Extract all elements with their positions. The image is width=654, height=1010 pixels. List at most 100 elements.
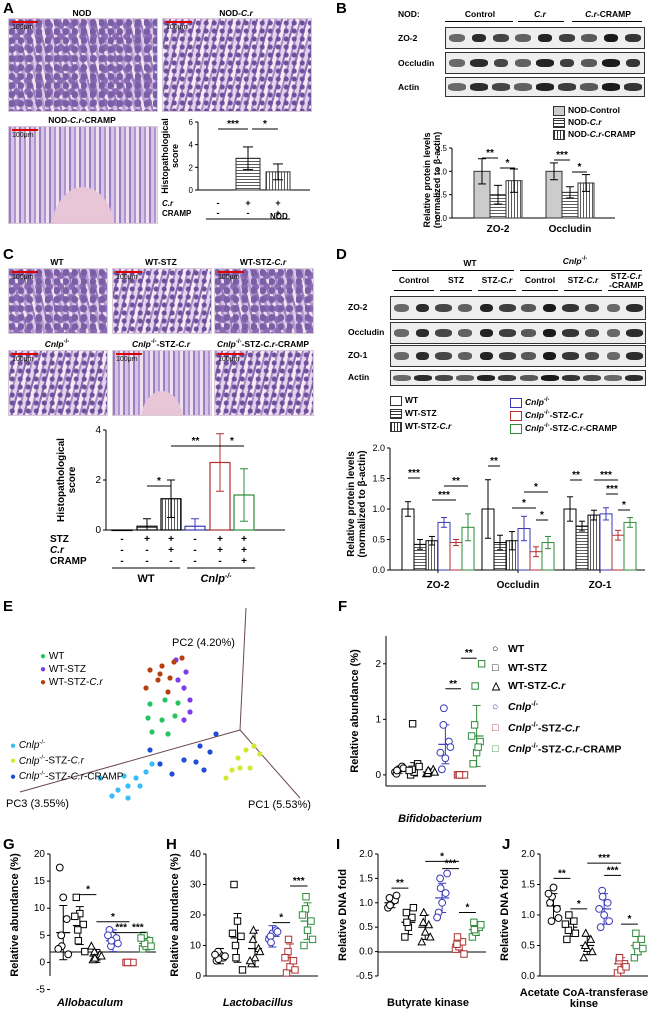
image-title-nod: NOD <box>72 8 92 18</box>
blot-band <box>625 303 643 313</box>
data-point <box>639 944 647 953</box>
legend-item: ● WT <box>40 651 65 662</box>
data-point <box>415 762 423 771</box>
pca-point <box>97 775 103 781</box>
x-tick-label: ZO-1 <box>589 580 612 591</box>
x-axis-label-line: Acetate CoA-transferase <box>520 987 648 999</box>
data-point <box>544 889 553 898</box>
histology-image: 100μm <box>112 268 212 334</box>
legend-item: WT-STZ <box>390 407 437 420</box>
significance-label: *** <box>598 853 610 864</box>
chart-f: 0 1 2 Relative abundance (%) Bifidobacterium… <box>349 636 486 825</box>
significance-label: *** <box>227 119 239 130</box>
y-tick-label: 2.0 <box>521 849 535 860</box>
y-tick-label: 10 <box>34 903 46 914</box>
blot-band <box>521 303 536 313</box>
data-point <box>455 771 464 779</box>
blot-band <box>498 329 516 337</box>
pca-point <box>247 765 253 771</box>
legend-e-bottom: ● Cnlp-/- ● Cnlp-/--STZ-C.r ● Cnlp-/--ST… <box>10 737 123 783</box>
row-value: + <box>144 534 150 545</box>
x-tick-label: Occludin <box>497 580 540 591</box>
pca-point <box>169 771 175 777</box>
blot-band <box>513 83 533 91</box>
significance-label: * <box>578 162 582 173</box>
y-tick-label: 2 <box>189 163 194 172</box>
data-point <box>211 950 219 959</box>
data-point <box>453 933 462 941</box>
subgroup-line <box>394 290 434 291</box>
data-point <box>598 892 607 901</box>
scale-label: 100μm <box>116 356 138 363</box>
y-axis-label: Relative protein levels(normalized to β-… <box>422 132 442 229</box>
blot-band <box>477 375 496 381</box>
legend-item: NOD-C.r <box>553 116 636 128</box>
row-label: C.r <box>162 199 174 208</box>
pca-point <box>143 769 149 775</box>
pca-point <box>149 729 155 735</box>
legend-item: ○ Cnlp-/- <box>492 700 538 714</box>
axis-label: PC1 (5.53%) <box>248 799 311 811</box>
row-label: STZ <box>50 534 69 545</box>
data-point <box>74 937 83 945</box>
row-value: - <box>120 534 123 545</box>
pca-point <box>243 747 249 753</box>
significance-label: * <box>577 899 581 910</box>
y-axis-label: Relative protein levels(normalized to β-… <box>346 450 368 557</box>
y-axis-label: Relative abundance (%) <box>9 853 21 977</box>
subgroup-line <box>522 290 558 291</box>
pca-point <box>172 713 178 719</box>
significance-label: *** <box>115 923 127 934</box>
blot-band <box>479 352 493 360</box>
data-point <box>385 894 394 902</box>
data-point <box>446 743 455 752</box>
legend-item: Cnlp-/--STZ-C.r <box>510 407 583 422</box>
group-label: Cnlp-/- <box>200 573 232 585</box>
y-tick-label: 0.0 <box>372 565 385 575</box>
blot-band <box>606 329 620 337</box>
blot-band <box>584 303 600 313</box>
pca-point <box>235 755 241 761</box>
blot-band <box>543 329 557 337</box>
row-value: - <box>145 545 148 556</box>
pca-point <box>257 751 263 757</box>
blot-band <box>434 375 453 381</box>
pca-point <box>145 715 151 721</box>
pca-point <box>147 667 153 673</box>
legend-f: ○ WT □ WT-STZ △ WT-STZ-C.r ○ Cnlp-/- □ Cnlp-/… <box>492 640 621 759</box>
data-point <box>420 927 430 936</box>
blot-band <box>584 352 600 360</box>
blot-subgroup-label: STZ-C.r <box>481 275 513 285</box>
data-point <box>470 918 478 927</box>
blot-band <box>557 83 577 91</box>
significance-label: *** <box>607 865 619 876</box>
row-value: + <box>168 534 174 545</box>
data-point <box>291 966 299 974</box>
data-point <box>245 955 255 965</box>
data-point <box>57 931 66 940</box>
pc2-axis <box>239 607 247 731</box>
data-point <box>439 704 448 713</box>
pca-point <box>223 775 229 781</box>
blot-band <box>457 352 473 360</box>
significance-label: * <box>522 498 526 509</box>
y-axis-label: Histopathologicalscore <box>160 118 180 194</box>
x-tick-label: ZO-2 <box>487 224 510 235</box>
significance-label: * <box>440 851 444 862</box>
row-value: + <box>217 534 223 545</box>
blot-band <box>625 375 644 381</box>
data-point <box>417 936 427 946</box>
pca-point <box>162 697 168 703</box>
data-point <box>438 898 447 907</box>
data-point <box>470 925 479 934</box>
y-axis-label-line: Relative abundance (%) <box>349 649 361 773</box>
x-tick-label: ZO-2 <box>427 580 450 591</box>
data-point <box>137 934 145 942</box>
data-point <box>408 720 417 728</box>
image-title-nod-cr: NOD-C.r <box>219 8 253 18</box>
group-label: WT <box>137 573 154 585</box>
y-tick-label: 0.5 <box>436 191 448 200</box>
